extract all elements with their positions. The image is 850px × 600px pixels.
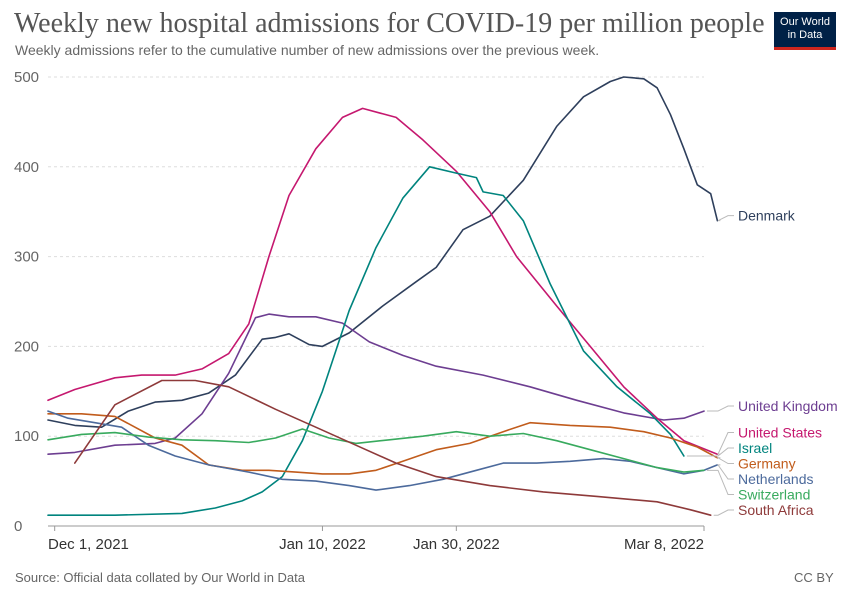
y-tick-label: 200 <box>14 338 39 355</box>
series-line-israel[interactable] <box>47 166 685 517</box>
y-tick-label: 400 <box>14 159 39 176</box>
y-axis-ticks: 0 100 200 300 400 500 <box>14 69 39 535</box>
x-tick-label: Jan 10, 2022 <box>279 536 366 553</box>
label-connector <box>717 432 734 455</box>
x-tick-label: Jan 30, 2022 <box>413 536 500 553</box>
series-label-netherlands[interactable]: Netherlands <box>738 471 814 487</box>
label-connector <box>713 509 734 516</box>
x-tick-label: Dec 1, 2021 <box>48 536 129 553</box>
y-tick-label: 100 <box>14 428 39 445</box>
series-labels: Denmark United Kingdom United StatesIsrael… <box>686 208 838 518</box>
y-tick-label: 500 <box>14 69 39 86</box>
y-tick-label: 0 <box>14 518 22 535</box>
logo-line-1: Our World <box>780 16 830 28</box>
series-label-israel[interactable]: Israel <box>738 440 772 456</box>
series-label-united-states[interactable]: United States <box>738 425 822 441</box>
series-line-south-africa[interactable] <box>74 379 712 517</box>
label-connector <box>717 464 734 480</box>
series-label-united-kingdom[interactable]: United Kingdom <box>738 398 838 414</box>
chart-subtitle: Weekly admissions refer to the cumulativ… <box>15 42 600 58</box>
series-lines <box>47 76 719 517</box>
x-tick-label: Mar 8, 2022 <box>624 536 704 553</box>
chart-title: Weekly new hospital admissions for COVID… <box>14 8 765 39</box>
owid-logo[interactable]: Our World in Data <box>774 12 836 50</box>
label-connector <box>686 447 734 457</box>
series-line-netherlands[interactable] <box>47 410 719 491</box>
series-label-switzerland[interactable]: Switzerland <box>738 487 810 503</box>
series-line-switzerland[interactable] <box>47 428 705 473</box>
series-label-south-africa[interactable]: South Africa <box>738 502 814 518</box>
series-label-germany[interactable]: Germany <box>738 456 796 472</box>
label-connector <box>717 215 734 222</box>
series-label-denmark[interactable]: Denmark <box>738 208 796 224</box>
series-line-united-states[interactable] <box>47 107 719 456</box>
label-connector <box>716 457 734 464</box>
logo-line-2: in Data <box>787 29 823 41</box>
source-note: Source: Official data collated by Our Wo… <box>15 570 305 585</box>
series-line-germany[interactable] <box>47 412 719 475</box>
series-line-denmark[interactable] <box>47 76 719 429</box>
x-axis-ticks: Dec 1, 2021 Jan 10, 2022 Jan 30, 2022 Mar 8… <box>48 526 705 553</box>
grid-lines <box>48 76 704 527</box>
label-connector <box>707 405 734 412</box>
label-connector <box>707 469 734 495</box>
y-tick-label: 300 <box>14 249 39 266</box>
license-link[interactable]: CC BY <box>794 570 834 585</box>
